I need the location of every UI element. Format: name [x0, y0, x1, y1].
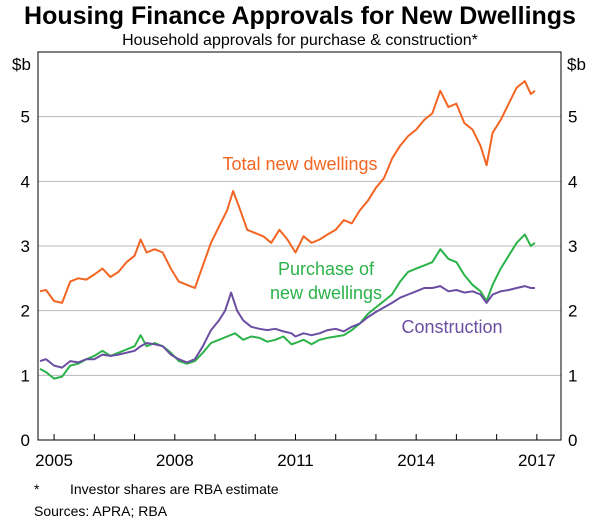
- series-line-construction: [39, 285, 535, 369]
- y-axis-left-unit: $b: [12, 55, 31, 74]
- x-tick-label: 2017: [518, 451, 556, 470]
- plot-frame: [37, 51, 562, 441]
- y-tick-left: 5: [21, 108, 30, 127]
- chart-title: Housing Finance Approvals for New Dwelli…: [24, 2, 576, 30]
- x-tick-label: 2008: [156, 451, 194, 470]
- y-tick-right: 2: [568, 302, 577, 321]
- y-axis-right-ticks: 0 1 2 3 4 5: [568, 108, 577, 450]
- footnote-text: Investor shares are RBA estimate: [70, 481, 279, 497]
- series-lines: [39, 80, 536, 380]
- y-tick-right: 4: [568, 172, 577, 191]
- y-tick-right: 3: [568, 237, 577, 256]
- series-label-purchase-line1: Purchase of: [278, 259, 375, 279]
- footnote-marker: *: [34, 481, 40, 497]
- series-line-purchase: [39, 233, 536, 380]
- series-label-purchase-line2: new dwellings: [270, 283, 382, 303]
- x-tick-label: 2005: [35, 451, 73, 470]
- y-tick-right: 5: [568, 108, 577, 127]
- series-label-total: Total new dwellings: [222, 154, 377, 174]
- y-tick-left: 0: [21, 431, 30, 450]
- x-tick-label: 2011: [277, 451, 314, 470]
- y-axis-right-unit: $b: [567, 55, 586, 74]
- x-tick-label: 2014: [397, 451, 435, 470]
- sources-text: Sources: APRA; RBA: [34, 503, 168, 519]
- chart-subtitle: Household approvals for purchase & const…: [122, 32, 478, 49]
- series-label-construction: Construction: [401, 317, 502, 337]
- x-axis-ticks: 2005 2008 2011 2014 2017: [35, 434, 556, 470]
- y-tick-right: 0: [568, 431, 577, 450]
- y-tick-left: 1: [21, 366, 30, 385]
- y-axis-left-ticks: 0 1 2 3 4 5: [21, 108, 30, 450]
- series-line-total: [39, 80, 536, 304]
- y-tick-left: 3: [21, 237, 30, 256]
- y-tick-right: 1: [568, 366, 577, 385]
- y-tick-left: 4: [21, 172, 30, 191]
- y-tick-left: 2: [21, 302, 30, 321]
